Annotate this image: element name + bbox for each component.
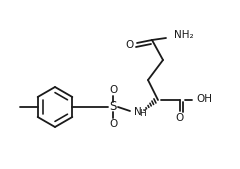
Text: NH₂: NH₂	[174, 30, 194, 40]
Text: N: N	[134, 107, 142, 117]
Text: O: O	[109, 119, 117, 129]
Text: H: H	[139, 110, 146, 118]
Text: S: S	[109, 101, 117, 114]
Text: O: O	[109, 85, 117, 95]
Text: O: O	[176, 113, 184, 123]
Text: O: O	[126, 40, 134, 50]
Text: OH: OH	[196, 94, 212, 104]
